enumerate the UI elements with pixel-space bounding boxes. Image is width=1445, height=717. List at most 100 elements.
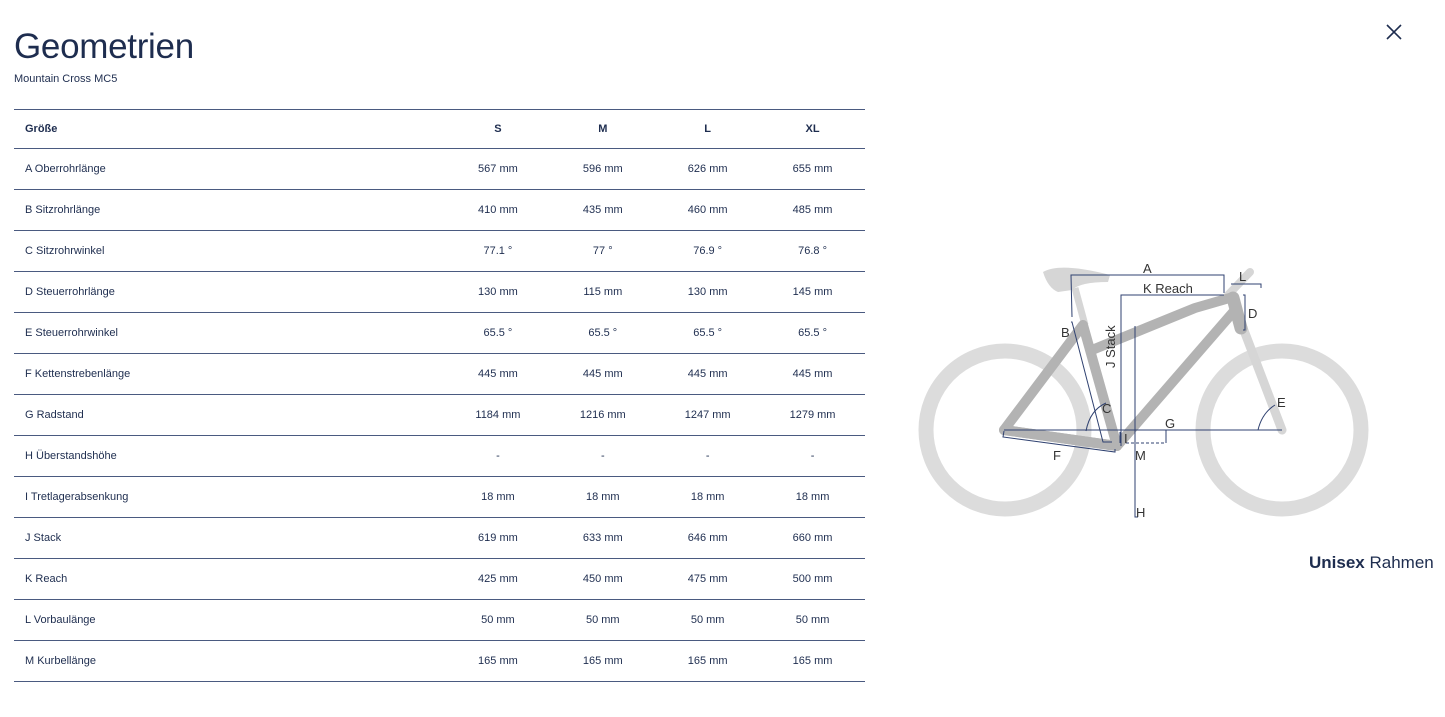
cell-value: 1216 mm bbox=[579, 409, 626, 421]
cell-value: 619 mm bbox=[478, 532, 518, 544]
label-g: G bbox=[1165, 416, 1175, 431]
cell-value: 633 mm bbox=[582, 532, 623, 544]
row-label: A Oberrohrlänge bbox=[25, 163, 106, 175]
cell-value: - bbox=[810, 450, 815, 462]
caption-bold: Unisex bbox=[1309, 553, 1365, 572]
geometry-table: Größe S M L XL A Oberrohrlänge 567 mm 596 mm 62… bbox=[14, 109, 865, 682]
label-f: F bbox=[1053, 448, 1061, 463]
front-wheel bbox=[1195, 343, 1369, 517]
cell-value: 77.1 ° bbox=[483, 245, 513, 257]
cell-value: - bbox=[705, 450, 710, 462]
row-label: H Überstandshöhe bbox=[25, 450, 117, 462]
cell-value: 18 mm bbox=[481, 491, 515, 503]
measure-lines bbox=[1002, 274, 1282, 518]
cell-value: 485 mm bbox=[792, 204, 833, 216]
cell-value: 115 mm bbox=[583, 286, 623, 298]
cell-value: 500 mm bbox=[792, 573, 833, 585]
table-row: F Kettenstrebenlänge 445 mm 445 mm 445 mm 44… bbox=[14, 353, 865, 395]
cell-value: 165 mm bbox=[582, 655, 623, 667]
cell-value: 50 mm bbox=[795, 614, 830, 626]
cell-value: 165 mm bbox=[687, 655, 728, 667]
cell-value: 410 mm bbox=[478, 204, 518, 216]
cell-value: 450 mm bbox=[582, 573, 623, 585]
label-d: D bbox=[1248, 306, 1257, 321]
cell-value: 165 mm bbox=[792, 655, 833, 667]
model-name: Mountain Cross MC5 bbox=[14, 73, 118, 85]
saddle-stem bbox=[1043, 267, 1254, 326]
cell-value: - bbox=[600, 450, 605, 462]
label-h: H bbox=[1136, 505, 1145, 520]
cell-value: 18 mm bbox=[690, 491, 725, 503]
row-label: D Steuerrohrlänge bbox=[25, 286, 115, 298]
table-row: J Stack 619 mm 633 mm 646 mm 660 mm bbox=[14, 517, 865, 559]
table-header-row: Größe S M L XL bbox=[14, 109, 865, 149]
column-header-size: Größe bbox=[25, 123, 58, 135]
caption-rest: Rahmen bbox=[1364, 553, 1434, 572]
cell-value: 50 mm bbox=[585, 614, 620, 626]
cell-value: 445 mm bbox=[792, 368, 833, 380]
label-a: A bbox=[1143, 261, 1152, 276]
cell-value: 165 mm bbox=[478, 655, 518, 667]
table-row: G Radstand 1184 mm 1216 mm 1247 mm 1279 mm bbox=[14, 394, 865, 436]
table-row: E Steuerrohrwinkel 65.5 ° 65.5 ° 65.5 ° 65.5… bbox=[14, 312, 865, 354]
row-label: B Sitzrohrlänge bbox=[25, 204, 101, 216]
table-row: H Überstandshöhe - - - - bbox=[14, 435, 865, 477]
label-k-reach: K Reach bbox=[1143, 281, 1193, 296]
column-header-m: M bbox=[598, 123, 608, 135]
cell-value: - bbox=[496, 450, 500, 462]
table-row: K Reach 425 mm 450 mm 475 mm 500 mm bbox=[14, 558, 865, 600]
rear-wheel bbox=[918, 343, 1092, 517]
row-label: M Kurbellänge bbox=[25, 655, 96, 667]
cell-value: 1247 mm bbox=[684, 409, 731, 421]
cell-value: 445 mm bbox=[582, 368, 623, 380]
table-row: A Oberrohrlänge 567 mm 596 mm 626 mm 655 mm bbox=[14, 148, 865, 190]
row-label: G Radstand bbox=[25, 409, 84, 421]
frame bbox=[999, 291, 1248, 451]
column-header-s: S bbox=[494, 123, 502, 135]
page-title: Geometrien bbox=[14, 27, 194, 66]
cell-value: 50 mm bbox=[690, 614, 725, 626]
table-row: D Steuerrohrlänge 130 mm 115 mm 130 mm 145 m… bbox=[14, 271, 865, 313]
cell-value: 130 mm bbox=[478, 286, 518, 298]
cell-value: 76.9 ° bbox=[693, 245, 723, 257]
cell-value: 1184 mm bbox=[475, 409, 521, 421]
cell-value: 18 mm bbox=[585, 491, 620, 503]
table-row: I Tretlagerabsenkung 18 mm 18 mm 18 mm 18 mm bbox=[14, 476, 865, 518]
row-label: C Sitzrohrwinkel bbox=[25, 245, 105, 257]
label-m: M bbox=[1135, 448, 1146, 463]
table-row: B Sitzrohrlänge 410 mm 435 mm 460 mm 485 mm bbox=[14, 189, 865, 231]
table-row: L Vorbaulänge 50 mm 50 mm 50 mm 50 mm bbox=[14, 599, 865, 641]
cell-value: 425 mm bbox=[478, 573, 518, 585]
close-icon bbox=[1386, 24, 1402, 40]
cell-value: 77 ° bbox=[592, 245, 613, 257]
cell-value: 130 mm bbox=[687, 286, 728, 298]
cell-value: 65.5 ° bbox=[483, 327, 513, 339]
cell-value: 435 mm bbox=[582, 204, 623, 216]
row-label: K Reach bbox=[25, 573, 68, 585]
frame-type-caption: Unisex Rahmen bbox=[1309, 553, 1434, 573]
cell-value: 18 mm bbox=[795, 491, 830, 503]
row-label: F Kettenstrebenlänge bbox=[25, 368, 131, 380]
close-button[interactable] bbox=[1384, 22, 1404, 42]
cell-value: 1279 mm bbox=[789, 409, 836, 421]
label-b: B bbox=[1061, 325, 1070, 340]
label-e: E bbox=[1277, 395, 1286, 410]
cell-value: 65.5 ° bbox=[693, 327, 723, 339]
cell-value: 646 mm bbox=[687, 532, 728, 544]
cell-value: 145 mm bbox=[792, 286, 833, 298]
cell-value: 655 mm bbox=[792, 163, 833, 175]
column-header-xl: XL bbox=[805, 123, 820, 135]
table-row: M Kurbellänge 165 mm 165 mm 165 mm 165 mm bbox=[14, 640, 865, 682]
label-j-stack: J Stack bbox=[1103, 325, 1118, 368]
cell-value: 475 mm bbox=[687, 573, 728, 585]
cell-value: 567 mm bbox=[478, 163, 518, 175]
cell-value: 660 mm bbox=[792, 532, 833, 544]
cell-value: 65.5 ° bbox=[798, 327, 827, 339]
fork bbox=[1235, 315, 1287, 435]
row-label: J Stack bbox=[25, 532, 62, 544]
label-i: I bbox=[1124, 431, 1128, 446]
row-label: I Tretlagerabsenkung bbox=[25, 491, 129, 503]
cell-value: 65.5 ° bbox=[588, 327, 618, 339]
row-label: E Steuerrohrwinkel bbox=[25, 327, 118, 339]
label-c: C bbox=[1102, 401, 1111, 416]
